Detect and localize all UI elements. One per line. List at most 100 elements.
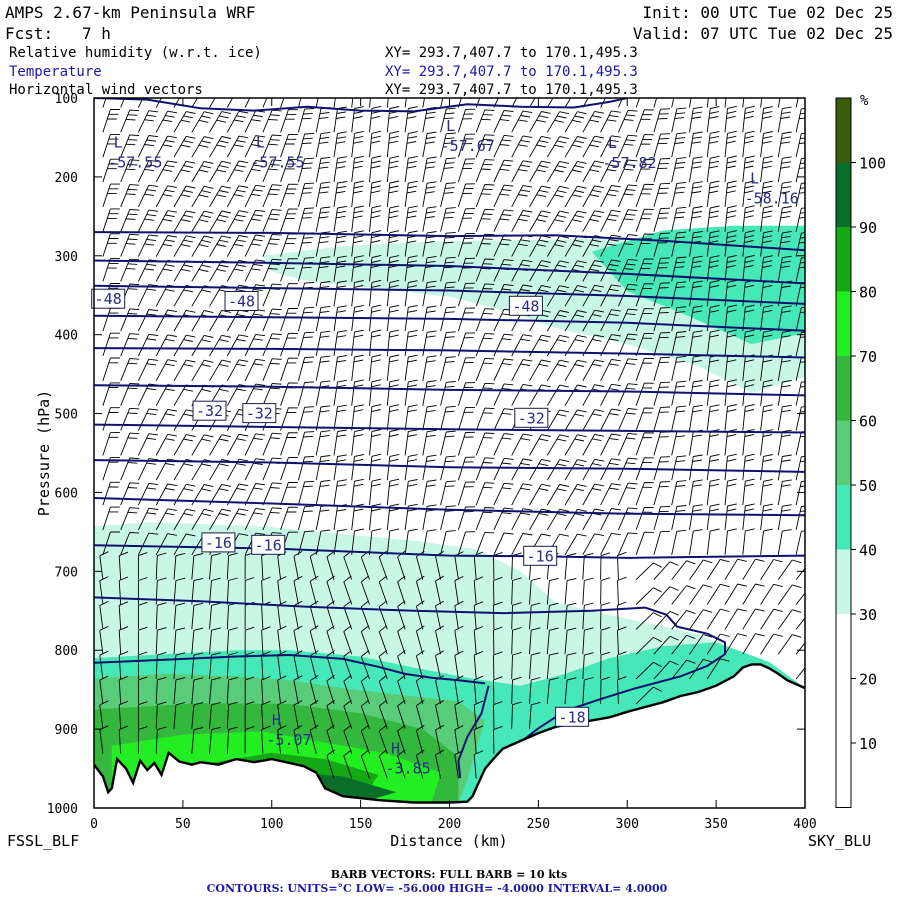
wind-barb: [435, 700, 444, 729]
wind-barb: [137, 507, 159, 531]
field-legend: Relative humidity (w.r.t. ice) XY= 293.7…: [9, 45, 638, 98]
wind-barb: [386, 404, 400, 431]
wind-barb: [671, 306, 687, 332]
wind-barb: [244, 483, 266, 506]
wind-barb: [600, 483, 621, 506]
wind-barb: [440, 530, 456, 555]
wind-barb: [404, 131, 418, 158]
wind-barb: [493, 184, 514, 208]
wind-barb: [137, 532, 159, 555]
colorbar-tick-label: 90: [859, 219, 877, 237]
wind-barb: [422, 380, 437, 406]
wind-barb: [564, 210, 587, 232]
wind-barb: [724, 205, 737, 232]
x-tick-label: 0: [90, 817, 98, 832]
wind-barb: [173, 210, 196, 232]
wind-barb: [653, 356, 671, 381]
wind-barb: [191, 677, 204, 704]
wind-barb: [635, 612, 662, 630]
wind-barb: [564, 652, 577, 680]
wind-barb: [582, 160, 604, 183]
wind-barb: [795, 182, 805, 207]
wind-barb: [297, 356, 315, 381]
wind-barb: [440, 256, 456, 282]
colorbar-tick-label: 20: [859, 671, 877, 689]
wind-barb: [397, 749, 406, 779]
wind-barb: [653, 158, 671, 183]
wind-barb: [369, 254, 382, 282]
temperature-contour: [94, 259, 805, 285]
wind-barb: [671, 560, 696, 580]
wind-barb: [244, 507, 266, 531]
wind-barb: [261, 651, 271, 680]
wind-barb: [173, 552, 186, 580]
colorbar-segment: [836, 420, 851, 485]
wind-barb: [529, 677, 541, 704]
wind-barb: [777, 206, 792, 232]
wind-barb: [244, 676, 255, 704]
wind-barb: [333, 479, 347, 506]
wind-barb: [262, 159, 282, 183]
wind-barb: [155, 602, 167, 630]
wind-barb: [209, 726, 221, 754]
wind-barb: [511, 627, 522, 655]
wind-barb: [173, 483, 196, 506]
wind-barb: [617, 408, 638, 431]
wind-barb: [760, 528, 773, 555]
extremum-marker: L: [750, 170, 759, 188]
wind-barb: [546, 235, 569, 257]
x-tick-label: 150: [349, 817, 372, 832]
wind-barb: [244, 358, 266, 381]
wind-barb: [742, 453, 755, 481]
wind-barb: [386, 354, 400, 381]
wind-barb: [671, 132, 687, 158]
fcst-value: 7 h: [82, 24, 111, 43]
wind-barb: [173, 111, 196, 133]
wind-barb: [369, 453, 382, 481]
wind-barb: [529, 111, 551, 133]
extremum-L: L -57.82: [602, 134, 656, 172]
contour-label: -32: [514, 407, 549, 428]
contour-label-text: -48: [228, 293, 255, 311]
wind-barb: [404, 379, 418, 406]
wind-barb: [351, 404, 364, 431]
wind-barb: [422, 206, 437, 232]
temperature-contour: [94, 423, 805, 434]
wind-barb: [760, 503, 773, 530]
wind-barb: [795, 617, 805, 630]
wind-barb: [404, 205, 418, 232]
wind-barb: [760, 633, 783, 655]
wind-barb: [689, 206, 703, 232]
wind-barb: [493, 259, 514, 282]
wind-barb: [99, 675, 109, 704]
wind-barb: [777, 479, 792, 506]
wind-barb: [493, 676, 503, 704]
wind-barb: [795, 667, 805, 680]
wind-barb: [209, 434, 232, 456]
wind-barb: [297, 455, 315, 481]
wind-barb: [333, 404, 347, 431]
wind-barb: [671, 206, 687, 232]
temperature-contour: [457, 685, 490, 779]
contour-label-text: -32: [196, 402, 223, 420]
wind-barb: [309, 550, 319, 580]
temperature-contour: [94, 284, 805, 305]
wind-barb: [120, 233, 140, 257]
extremum-marker: L: [256, 133, 265, 151]
wind-barb: [351, 106, 364, 133]
wind-barb: [102, 332, 120, 357]
wind-barb: [671, 107, 687, 133]
wind-barb: [475, 333, 495, 357]
wind-barb: [777, 454, 792, 481]
y-tick-label: 900: [55, 723, 78, 738]
wind-barb: [404, 255, 418, 282]
extremum-value: -57.55: [108, 153, 162, 171]
wind-barb: [309, 575, 319, 605]
wind-barb: [760, 106, 773, 133]
x-tick-label: 400: [793, 817, 816, 832]
wind-barb: [473, 725, 484, 754]
colorbar-segment: [836, 291, 851, 356]
wind-barb: [369, 478, 382, 506]
temperature-contour: [94, 98, 628, 113]
wind-barb: [351, 280, 364, 307]
